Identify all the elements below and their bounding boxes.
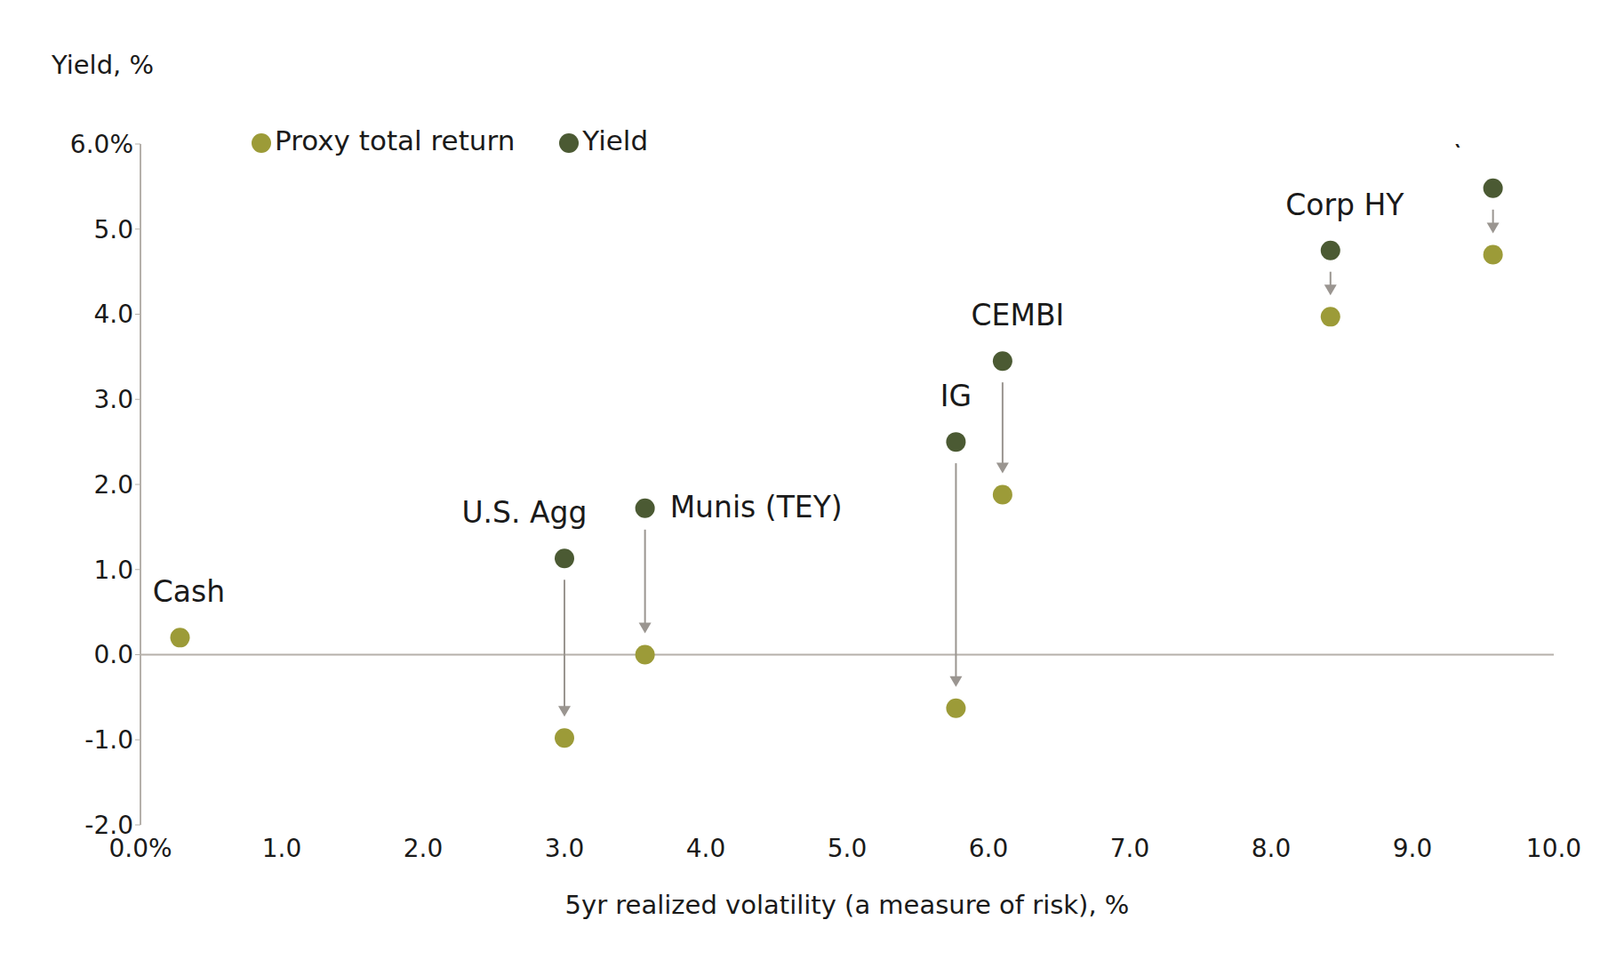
svg-text:2.0: 2.0: [93, 470, 134, 500]
svg-text:0.0: 0.0: [93, 640, 134, 670]
svg-text:5yr realized volatility (a mea: 5yr realized volatility (a measure of ri…: [565, 889, 1130, 920]
svg-text:CEMBI: CEMBI: [971, 297, 1065, 333]
svg-text:2.0: 2.0: [403, 833, 444, 864]
html-text:Yield, %: Yield, %: [51, 49, 154, 80]
svg-text:4.0: 4.0: [93, 299, 134, 329]
svg-text:6.0: 6.0: [968, 833, 1009, 864]
svg-text:IG: IG: [940, 378, 972, 414]
svg-text:U.S. Agg: U.S. Agg: [461, 495, 587, 530]
svg-text:7.0: 7.0: [1110, 833, 1151, 864]
svg-text:Cash: Cash: [152, 574, 225, 609]
svg-text:3.0: 3.0: [544, 833, 585, 864]
svg-text:Corp HY: Corp HY: [1285, 187, 1405, 223]
svg-text:4.0: 4.0: [686, 833, 727, 864]
svg-text:-2.0: -2.0: [84, 810, 134, 840]
html-text:Proxy total return: Proxy total return: [274, 124, 515, 157]
svg-text:1.0: 1.0: [262, 833, 303, 864]
svg-text:10.0: 10.0: [1526, 833, 1582, 864]
svg-text:5.0: 5.0: [827, 833, 868, 864]
svg-text:3.0: 3.0: [93, 384, 134, 415]
svg-text:1.0: 1.0: [93, 555, 134, 585]
svg-text:5.0: 5.0: [93, 215, 134, 245]
svg-text:Preferreds (TE-YTC): Preferreds (TE-YTC): [1291, 144, 1554, 152]
svg-text:6.0%: 6.0%: [70, 129, 134, 160]
svg-text:-1.0: -1.0: [84, 725, 134, 755]
svg-text:8.0: 8.0: [1251, 833, 1292, 864]
html-text:Yield: Yield: [582, 124, 649, 157]
svg-text:9.0: 9.0: [1392, 833, 1433, 864]
svg-text:Munis (TEY): Munis (TEY): [670, 489, 843, 525]
svg-text:0.0%: 0.0%: [108, 833, 173, 864]
